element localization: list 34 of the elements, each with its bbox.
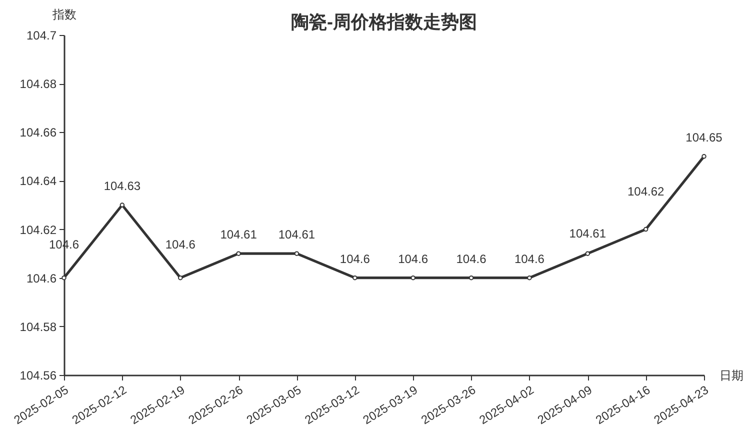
y-tick-label: 104.6 <box>26 271 57 286</box>
y-tick-label: 104.62 <box>20 222 57 237</box>
data-label: 104.61 <box>220 228 258 242</box>
point <box>352 275 358 280</box>
point <box>468 275 474 280</box>
point <box>702 154 706 159</box>
point <box>178 275 183 280</box>
point <box>62 275 66 280</box>
y-tick-label: 104.64 <box>20 174 57 188</box>
y-tick-label: 104.68 <box>20 77 57 92</box>
x-axis-title: 日期 <box>720 368 744 382</box>
y-tick-label: 104.58 <box>20 320 57 334</box>
point <box>294 251 300 256</box>
y-tick-label: 104.7 <box>26 28 57 42</box>
point <box>120 202 125 208</box>
point <box>236 251 241 256</box>
point <box>410 275 416 280</box>
data-label: 104.6 <box>456 252 487 266</box>
data-label: 104.6 <box>514 252 545 266</box>
y-tick-label: 104.56 <box>20 368 57 382</box>
data-label: 104.6 <box>398 252 428 266</box>
y-axis-title: 指数 <box>52 8 76 22</box>
data-label: 104.61 <box>278 228 316 242</box>
data-label: 104.6 <box>340 252 370 266</box>
point <box>585 251 590 256</box>
data-label: 104.6 <box>165 237 196 252</box>
data-label: 104.63 <box>104 179 141 193</box>
point <box>527 275 532 280</box>
point <box>643 226 648 232</box>
chart-title: 陶瓷-周价格指数走势图 <box>291 12 477 32</box>
data-label: 104.65 <box>686 130 723 144</box>
data-label: 104.61 <box>569 226 606 241</box>
y-tick-label: 104.66 <box>20 126 57 140</box>
data-label: 104.62 <box>627 184 664 198</box>
